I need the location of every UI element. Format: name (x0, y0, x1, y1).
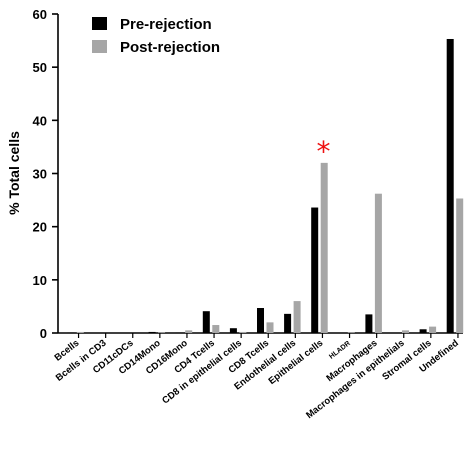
y-tick-label: 60 (33, 7, 47, 22)
bar-pre-4 (175, 332, 183, 333)
bar-post-3 (158, 332, 166, 333)
bar-post-10 (347, 332, 355, 333)
legend: Pre-rejection Post-rejection (92, 16, 220, 56)
y-axis-title: % Total cells (6, 131, 22, 215)
bar-pre-6 (229, 328, 237, 333)
bar-pre-8 (284, 313, 292, 333)
bar-post-7 (266, 322, 274, 333)
y-tick-label: 20 (33, 220, 47, 235)
y-tick-label: 40 (33, 113, 47, 128)
bar-post-6 (239, 331, 247, 333)
y-tick-label: 30 (33, 167, 47, 182)
bar-pre-13 (419, 329, 427, 333)
bar-pre-9 (311, 207, 319, 333)
annotations: * (316, 135, 330, 168)
bar-pre-14 (446, 38, 454, 333)
bar-pre-5 (202, 311, 210, 333)
bar-post-13 (429, 326, 437, 333)
bar-post-0 (76, 331, 84, 333)
bar-post-8 (293, 301, 301, 333)
bar-post-9 (320, 162, 328, 333)
legend-swatch (92, 40, 107, 53)
bar-pre-7 (257, 308, 264, 333)
bar-post-11 (374, 193, 382, 333)
y-axis: 0 10 20 30 40 50 60 (33, 7, 59, 341)
legend-label: Post-rejection (120, 39, 220, 56)
bar-post-5 (212, 325, 220, 333)
bar-pre-11 (365, 314, 373, 333)
y-tick-label: 50 (33, 60, 47, 75)
legend-label: Pre-rejection (120, 16, 212, 33)
bar-pre-3 (148, 331, 156, 333)
bar-post-12 (402, 330, 409, 333)
legend-swatch (92, 17, 107, 30)
bar-pre-0 (67, 332, 75, 333)
bars (67, 38, 464, 338)
bar-post-4 (185, 330, 193, 333)
y-tick-label: 10 (33, 273, 47, 288)
y-tick-label: 0 (40, 326, 47, 341)
bar-post-14 (456, 198, 464, 333)
significance-star: * (316, 135, 330, 168)
